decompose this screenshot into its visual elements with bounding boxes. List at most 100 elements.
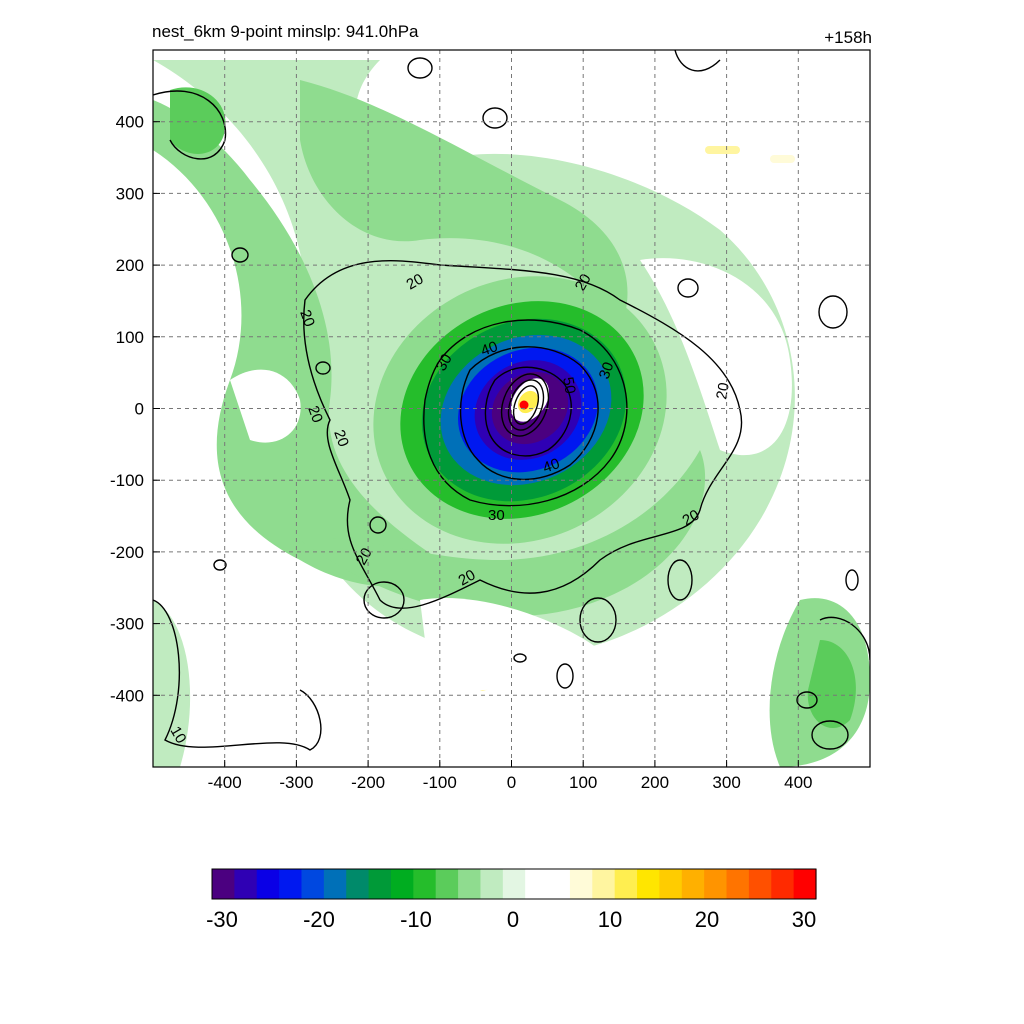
colorbar-swatch [413, 869, 437, 899]
contour-blob-12 [482, 107, 508, 129]
colorbar-swatch [614, 869, 638, 899]
contour-label: 20 [296, 308, 318, 329]
contour-label: 30 [596, 360, 618, 381]
y-tick-label: 200 [116, 256, 144, 275]
contour-lines [153, 50, 870, 751]
colorbar-swatch [525, 869, 549, 899]
contour-label: 50 [559, 376, 579, 395]
contour-label: 40 [541, 455, 562, 477]
contour-outer-south [153, 599, 322, 751]
forecast-hour-label: +158h [824, 28, 872, 47]
colorbar-swatch [726, 869, 750, 899]
clear-patch-east [640, 258, 792, 456]
rainband-se-core [807, 640, 856, 729]
colorbar-label: 30 [792, 907, 816, 932]
colorbar-swatch [592, 869, 616, 899]
contour-50 [484, 366, 572, 457]
y-tick-label: 400 [116, 113, 144, 132]
rainband-south [300, 450, 706, 617]
contour-blob-10 [369, 516, 387, 534]
colorbar-swatch [390, 869, 414, 899]
contour-label: 30 [433, 351, 456, 374]
contour-label: 10 [167, 724, 190, 747]
x-tick-label: 0 [507, 773, 516, 792]
contour-60 [500, 373, 550, 437]
y-tick-label: -100 [110, 471, 144, 490]
x-tick-label: 300 [712, 773, 740, 792]
x-tick-label: -300 [279, 773, 313, 792]
colorbar-swatch [458, 869, 482, 899]
colorbar-swatch [637, 869, 661, 899]
contour-outer-se [819, 616, 870, 661]
contour-70 [507, 379, 545, 431]
x-tick-labels: -400 -300 -200 -100 0 100 200 300 400 [208, 773, 813, 792]
contour-blob-1 [677, 278, 699, 298]
x-tick-label: 100 [569, 773, 597, 792]
contour-label: 20 [680, 506, 703, 529]
colorbar-labels: -30 -20 -10 0 10 20 30 [206, 907, 816, 932]
colorbar-swatch [346, 869, 370, 899]
colorbar-swatch [480, 869, 504, 899]
contour-label: 20 [456, 566, 479, 589]
contour-label: 40 [479, 338, 500, 360]
colorbar-swatch [704, 869, 728, 899]
colorbar-label: -10 [400, 907, 432, 932]
colorbar-swatch [256, 869, 280, 899]
contour-blob-8 [231, 247, 249, 263]
contour-20 [303, 260, 743, 609]
colorbar-swatch [301, 869, 325, 899]
colorbar-swatch [547, 869, 571, 899]
colorbar-swatch [435, 869, 459, 899]
contour-blob-15 [811, 720, 849, 750]
contour-blob-2 [818, 295, 848, 329]
y-tick-label: 100 [116, 328, 144, 347]
colorbar-label: -30 [206, 907, 238, 932]
clear-patch-south [420, 598, 600, 690]
contour-blob-4 [579, 597, 617, 643]
contour-blob-6 [556, 663, 574, 689]
contour-blob-9 [315, 361, 331, 375]
y-tick-label: -400 [110, 686, 144, 705]
rainband-sw-patch [153, 600, 191, 767]
colorbar-swatch [279, 869, 303, 899]
y-tick-labels: 400 300 200 100 0 -100 -200 -300 -400 [110, 113, 144, 706]
colorbar-swatch [234, 869, 258, 899]
warm-speck-3 [770, 155, 795, 163]
y-tick-label: 0 [135, 400, 144, 419]
contour-blob-16 [796, 691, 818, 709]
colorbar: -30 -20 -10 0 10 20 30 [206, 868, 817, 932]
colorbar-swatches [212, 869, 817, 899]
contour-label-group: 20 20 20 20 20 20 20 20 20 30 30 30 40 4… [167, 270, 733, 746]
colorbar-label: -20 [303, 907, 335, 932]
contour-blob-11 [213, 559, 227, 571]
contour-blob-3 [667, 559, 693, 601]
contour-30 [423, 319, 628, 507]
y-tick-label: 300 [116, 184, 144, 203]
x-tick-label: 400 [784, 773, 812, 792]
colorbar-swatch [368, 869, 392, 899]
colorbar-swatch [771, 869, 795, 899]
y-tick-label: -300 [110, 615, 144, 634]
colorbar-swatch [323, 869, 347, 899]
colorbar-label: 20 [695, 907, 719, 932]
colorbar-swatch [793, 869, 817, 899]
shaded-field [153, 50, 870, 767]
x-tick-label: -200 [351, 773, 385, 792]
contour-label: 20 [353, 545, 376, 568]
contour-80 [512, 385, 540, 425]
x-tick-label: -400 [208, 773, 242, 792]
eye-center [519, 400, 529, 410]
rainband-north [300, 80, 628, 330]
y-tick-label: -200 [110, 543, 144, 562]
colorbar-swatch [569, 869, 593, 899]
contour-label: 20 [304, 404, 326, 425]
tick-marks [153, 121, 799, 767]
colorbar-label: 10 [598, 907, 622, 932]
contour-label: 20 [713, 381, 733, 400]
x-tick-label: -100 [423, 773, 457, 792]
plot-title: nest_6km 9-point minslp: 941.0hPa [152, 22, 419, 41]
contour-blob-7 [513, 653, 527, 663]
contour-label: 20 [330, 428, 352, 449]
warm-speck-1 [705, 146, 740, 154]
